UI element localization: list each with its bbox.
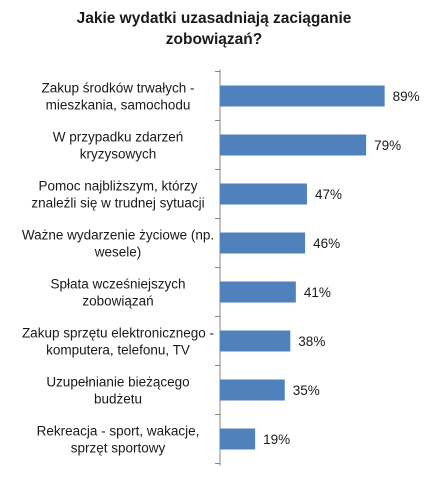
bar-1 xyxy=(220,134,367,156)
data-label-3: 46% xyxy=(313,236,340,251)
category-label-line: Ważne wydarzenie życiowe (np. xyxy=(22,228,214,243)
category-label-1: W przypadku zdarzeń kryzysowych xyxy=(53,130,184,162)
bar-7 xyxy=(220,428,256,450)
category-label-6: Uzupełnianie bieżącego budżetu xyxy=(46,375,189,407)
data-label-2: 47% xyxy=(315,187,342,202)
category-label-0: Zakup środków trwałych - mieszkania, samo… xyxy=(41,81,194,113)
category-label-5: Zakup sprzętu elektronicznego - komputera… xyxy=(22,326,214,358)
bar-5 xyxy=(220,330,291,352)
category-label-line: wesele) xyxy=(94,245,142,260)
category-label-line: budżetu xyxy=(94,392,142,407)
data-label-7: 19% xyxy=(263,432,290,447)
bar-4 xyxy=(220,281,296,303)
data-label-6: 35% xyxy=(293,383,320,398)
category-label-line: Rekreacja - sport, wakacje, xyxy=(37,424,200,439)
category-label-7: Rekreacja - sport, wakacje, sprzęt sporto… xyxy=(37,424,200,456)
bar-2 xyxy=(220,183,307,205)
category-label-line: kryzysowych xyxy=(80,147,157,162)
category-label-line: sprzęt sportowy xyxy=(71,441,166,456)
category-label-2: Pomoc najbliższym, którzy znaleźli się w … xyxy=(31,179,204,211)
bar-3 xyxy=(220,232,306,254)
category-label-line: Zakup sprzętu elektronicznego - xyxy=(22,326,214,341)
category-label-line: Spłata wcześniejszych xyxy=(50,277,185,292)
category-label-line: zobowiązań xyxy=(82,294,153,309)
data-label-0: 89% xyxy=(393,89,420,104)
category-label-line: znaleźli się w trudnej sytuacji xyxy=(31,196,204,211)
data-label-5: 38% xyxy=(298,334,325,349)
bar-0 xyxy=(220,85,385,107)
data-label-1: 79% xyxy=(374,138,401,153)
category-label-line: Zakup środków trwałych - xyxy=(41,81,194,96)
category-label-line: Pomoc najbliższym, którzy xyxy=(38,179,197,194)
chart-title-line-1: Jakie wydatki uzasadniają zaciąganie xyxy=(76,10,352,27)
category-label-line: Uzupełnianie bieżącego xyxy=(46,375,189,390)
chart-title-line-2: zobowiązań? xyxy=(165,31,263,48)
category-label-line: W przypadku zdarzeń xyxy=(53,130,184,145)
data-label-4: 41% xyxy=(304,285,331,300)
category-label-line: komputera, telefonu, TV xyxy=(46,343,190,358)
category-label-3: Ważne wydarzenie życiowe (np. wesele) xyxy=(22,228,214,260)
category-label-line: mieszkania, samochodu xyxy=(46,98,191,113)
category-label-4: Spłata wcześniejszych zobowiązań xyxy=(50,277,185,309)
bar-6 xyxy=(220,379,285,401)
chart-title: Jakie wydatki uzasadniają zaciąganie zob… xyxy=(0,8,428,50)
